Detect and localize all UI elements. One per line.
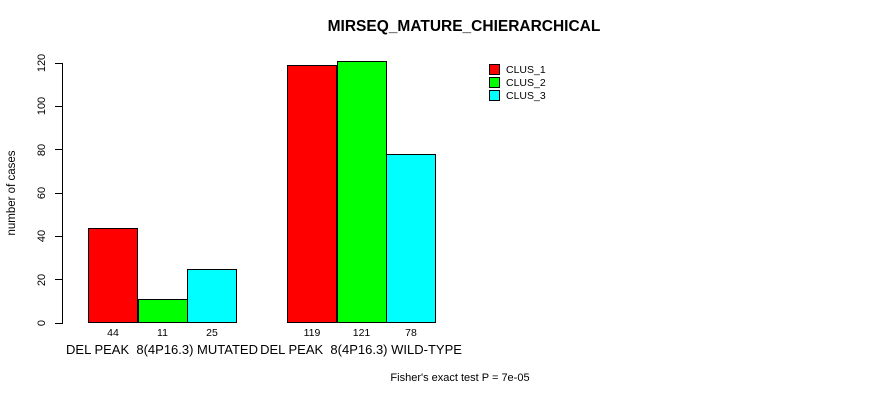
chart-title: MIRSEQ_MATURE_CHIERARCHICAL: [327, 18, 601, 35]
y-axis-tick-label-60: 60: [36, 186, 48, 200]
y-axis-tick-label-20: 20: [36, 273, 48, 286]
bar-clus_2-group-1: [336, 60, 387, 323]
legend-item-clus_2: CLUS_2: [489, 76, 546, 89]
y-axis-line: [62, 63, 63, 324]
bar-clus_2-group-0: [137, 299, 188, 323]
bar-value-label-clus_2-group-1: 121: [352, 327, 371, 339]
legend-item-clus_3: CLUS_3: [489, 89, 546, 102]
bar-clus_1-group-1: [287, 65, 337, 323]
bar-value-label-clus_3-group-1: 78: [405, 327, 417, 339]
y-axis-tick-label-120: 120: [36, 53, 48, 73]
bar-value-label-clus_2-group-0: 11: [157, 327, 168, 339]
y-axis-tick-100: [55, 105, 62, 107]
bar-clus_3-group-0: [187, 268, 237, 323]
y-axis-tick-label-40: 40: [36, 230, 48, 243]
annotation-fisher-test: Fisher's exact test P = 7e-05: [390, 372, 530, 384]
y-axis-tick-40: [55, 235, 62, 237]
legend-label-clus_3: CLUS_3: [506, 89, 546, 102]
y-axis-tick-0: [55, 322, 62, 324]
legend-swatch-clus_1: [489, 64, 500, 75]
legend-label-clus_2: CLUS_2: [506, 76, 546, 89]
y-axis-tick-20: [55, 279, 62, 281]
y-axis-tick-label-100: 100: [36, 97, 48, 116]
x-category-label-wild-type: DEL PEAK 8(4P16.3) WILD-TYPE: [260, 342, 462, 357]
legend-label-clus_1: CLUS_1: [506, 63, 546, 76]
bar-clus_3-group-1: [386, 154, 436, 323]
y-axis-tick-label-0: 0: [36, 319, 48, 327]
x-category-label-mutated: DEL PEAK 8(4P16.3) MUTATED: [66, 342, 258, 357]
y-axis-label: number of cases: [6, 150, 18, 236]
y-axis-tick-120: [55, 62, 62, 64]
legend-swatch-clus_3: [489, 90, 500, 101]
bar-value-label-clus_3-group-0: 25: [206, 327, 218, 339]
y-axis-tick-80: [55, 149, 62, 151]
bar-value-label-clus_1-group-0: 44: [107, 327, 119, 339]
y-axis-tick-60: [55, 192, 62, 194]
legend-swatch-clus_2: [489, 77, 500, 88]
y-axis-tick-label-80: 80: [36, 143, 48, 156]
legend: CLUS_1 CLUS_2 CLUS_3: [489, 63, 546, 102]
bar-value-label-clus_1-group-1: 119: [303, 327, 321, 339]
legend-item-clus_1: CLUS_1: [489, 63, 546, 76]
bar-clus_1-group-0: [88, 227, 138, 323]
